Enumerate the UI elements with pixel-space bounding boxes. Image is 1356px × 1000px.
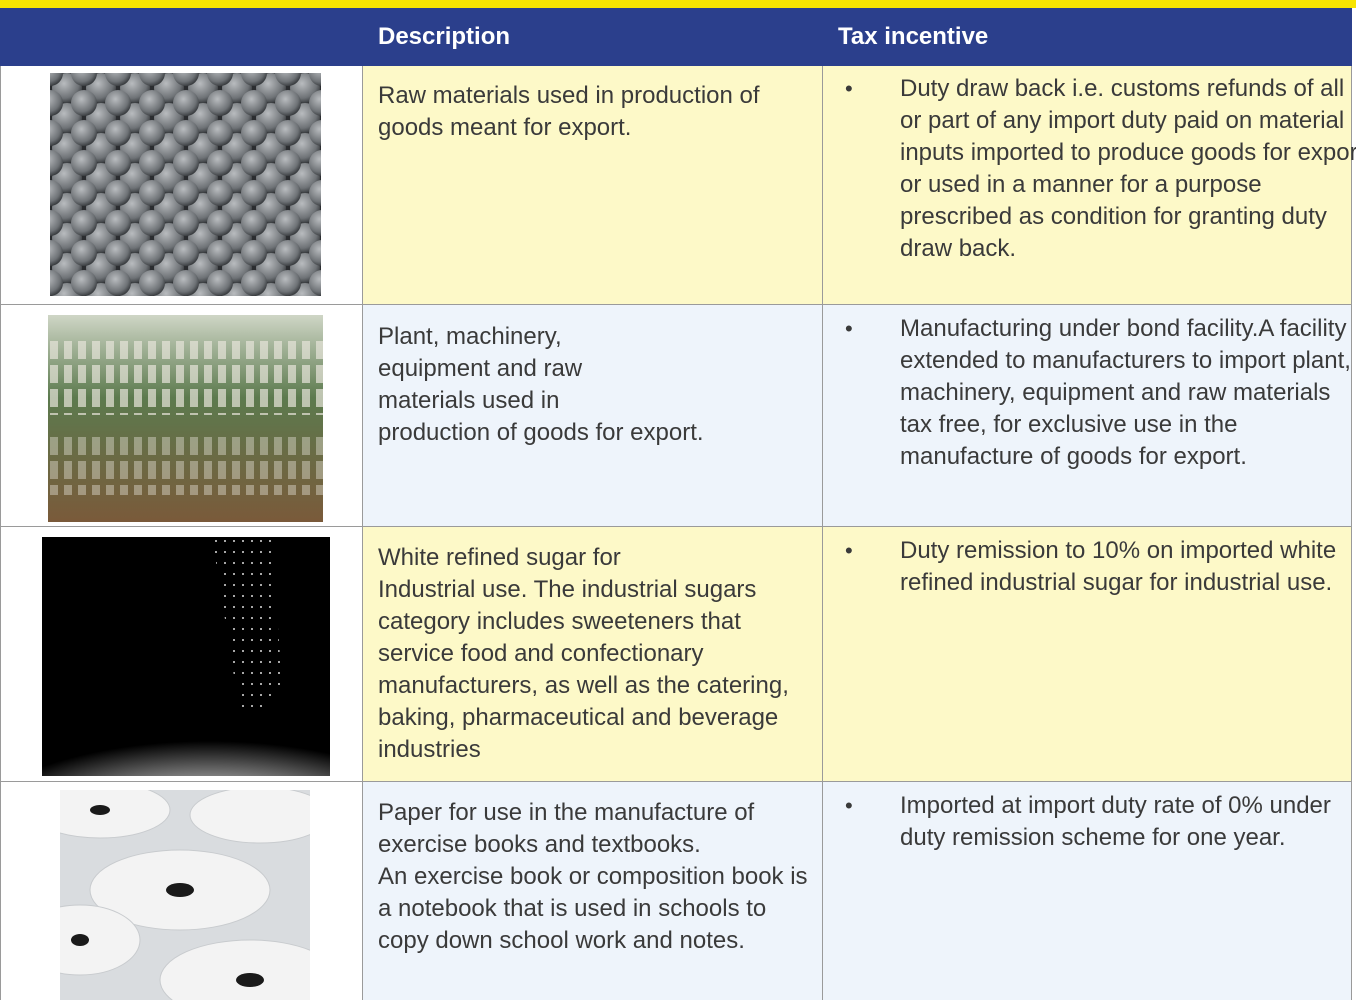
image-cell [0, 66, 363, 305]
incentive-cell: Manufacturing under bond facility.A faci… [823, 305, 1352, 527]
machinery-image [48, 315, 323, 522]
top-bar [0, 0, 1356, 8]
header-row: Description Tax incentive [0, 8, 1352, 66]
incentive-text: Imported at import duty rate of 0% under… [845, 790, 1356, 854]
pellets-image [50, 73, 321, 296]
description-text: Paper for use in the manufacture of exer… [378, 799, 808, 954]
paper-rolls-image [60, 790, 310, 1000]
description-text: Raw materials used in production of good… [378, 82, 760, 141]
header-description: Description [378, 23, 511, 50]
sugar-image [42, 537, 330, 776]
description-cell: Plant, machinery, equipment and raw mate… [363, 305, 823, 527]
incentive-cell: Imported at import duty rate of 0% under… [823, 782, 1352, 1000]
incentive-cell: Duty remission to 10% on imported white … [823, 527, 1352, 782]
incentive-text: Duty remission to 10% on imported white … [845, 535, 1356, 599]
header-incentive: Tax incentive [838, 23, 989, 50]
image-cell [0, 527, 363, 782]
description-cell: Raw materials used in production of good… [363, 66, 823, 305]
incentive-cell: Duty draw back i.e. customs refunds of a… [823, 66, 1356, 305]
image-cell [0, 782, 363, 1000]
description-cell: White refined sugar for Industrial use. … [363, 527, 823, 782]
description-text: White refined sugar for Industrial use. … [378, 544, 789, 763]
description-text: Plant, machinery, equipment and raw mate… [378, 323, 704, 446]
description-cell: Paper for use in the manufacture of exer… [363, 782, 823, 1000]
incentive-text: Manufacturing under bond facility.A faci… [845, 313, 1356, 473]
image-cell [0, 305, 363, 527]
incentive-text: Duty draw back i.e. customs refunds of a… [845, 73, 1356, 265]
